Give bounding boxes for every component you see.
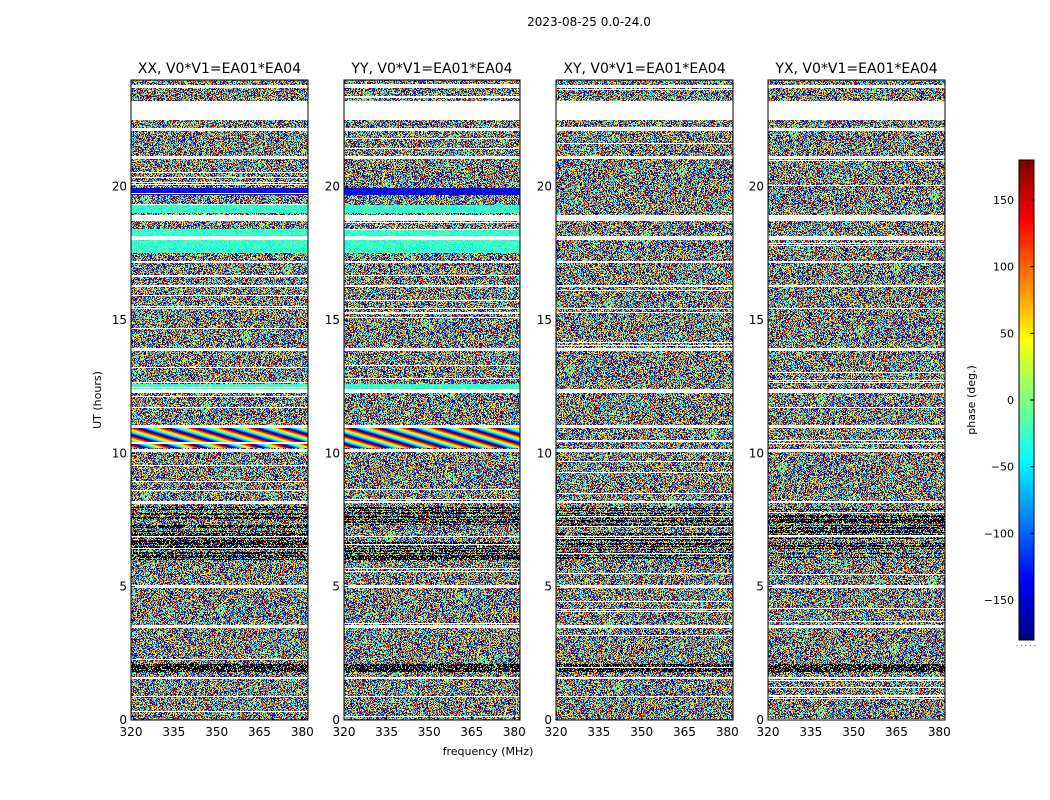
x-tick-label: 350: [630, 725, 653, 739]
panel-title: YY, V0*V1=EA01*EA04: [350, 61, 512, 77]
panel-title: XX, V0*V1=EA01*EA04: [138, 61, 301, 77]
y-tick-label: 20: [325, 180, 340, 194]
waterfall-xy: [556, 80, 733, 720]
y-tick-label: 15: [537, 313, 552, 327]
x-tick-label: 335: [799, 725, 822, 739]
y-tick-label: 20: [537, 180, 552, 194]
y-tick-label: 15: [749, 313, 764, 327]
x-tick-label: 365: [460, 725, 483, 739]
y-tick-label: 5: [332, 580, 340, 594]
colorbar-tick-label: 100: [993, 261, 1014, 274]
x-tick-label: 365: [673, 725, 696, 739]
x-tick-label: 335: [162, 725, 185, 739]
panel-yy: YY, V0*V1=EA01*EA04 320 335 350 365 380 0 5 10 15…: [325, 61, 526, 739]
colorbar-gradient: [1019, 160, 1034, 640]
x-tick-label: 350: [205, 725, 228, 739]
colorbar-tick-label: −150: [984, 594, 1014, 607]
y-tick-label: 5: [756, 580, 764, 594]
y-tick-label: 15: [112, 313, 127, 327]
x-tick-label: 335: [587, 725, 610, 739]
panel-xy: XY, V0*V1=EA01*EA04 320 335 350 365 380 0 5 10 15…: [537, 61, 739, 739]
colorbar-tick-label: 150: [993, 194, 1014, 207]
x-tick-label: 365: [885, 725, 908, 739]
y-tick-label: 10: [112, 446, 127, 460]
colorbar-tick-label: −100: [984, 527, 1014, 540]
panel-title: XY, V0*V1=EA01*EA04: [563, 61, 725, 77]
y-tick-label: 5: [119, 580, 127, 594]
y-tick-label: 10: [325, 446, 340, 460]
panel-frame: [767, 79, 946, 721]
colorbar-extension-marker: · · · · ·: [1016, 642, 1036, 650]
y-tick-label: 15: [325, 313, 340, 327]
x-tick-label: 380: [291, 725, 314, 739]
x-tick-label: 380: [928, 725, 951, 739]
x-axis-label: frequency (MHz): [443, 745, 534, 758]
panel-yx: YX, V0*V1=EA01*EA04 320 335 350 365 380 0 5 10 15…: [749, 61, 951, 739]
y-tick-label: 10: [537, 446, 552, 460]
y-tick-label: 0: [544, 713, 552, 727]
x-tick-label: 350: [418, 725, 441, 739]
panel-frame: [555, 79, 734, 721]
waterfall-xx: [131, 80, 308, 720]
colorbar-tick-label: −50: [991, 461, 1014, 474]
y-tick-label: 0: [119, 713, 127, 727]
x-tick-label: 335: [375, 725, 398, 739]
colorbar-tick-label: 50: [1000, 327, 1014, 340]
colorbar-label: phase (deg.): [965, 365, 978, 435]
panel-frame: [343, 79, 521, 721]
x-tick-label: 320: [333, 725, 356, 739]
y-tick-label: 10: [749, 446, 764, 460]
x-tick-label: 365: [248, 725, 271, 739]
x-tick-label: 350: [842, 725, 865, 739]
y-tick-label: 20: [112, 180, 127, 194]
waterfall-yx: [768, 80, 945, 720]
x-tick-label: 320: [757, 725, 780, 739]
figure-title: 2023-08-25 0.0-24.0: [527, 15, 651, 29]
x-tick-label: 320: [120, 725, 143, 739]
y-axis-label: UT (hours): [91, 371, 104, 429]
y-tick-label: 0: [332, 713, 340, 727]
x-tick-label: 380: [716, 725, 739, 739]
panel-xx: XX, V0*V1=EA01*EA04 320 335 350 365 380 0 5 10 15…: [112, 61, 314, 739]
panel-frame: [130, 79, 309, 721]
panel-title: YX, V0*V1=EA01*EA04: [774, 61, 937, 77]
y-tick-label: 0: [756, 713, 764, 727]
colorbar-tick-label: 0: [1007, 394, 1014, 407]
waterfall-yy: [344, 80, 520, 720]
x-tick-label: 320: [545, 725, 568, 739]
y-tick-label: 20: [749, 180, 764, 194]
x-tick-label: 380: [503, 725, 526, 739]
y-tick-label: 5: [544, 580, 552, 594]
